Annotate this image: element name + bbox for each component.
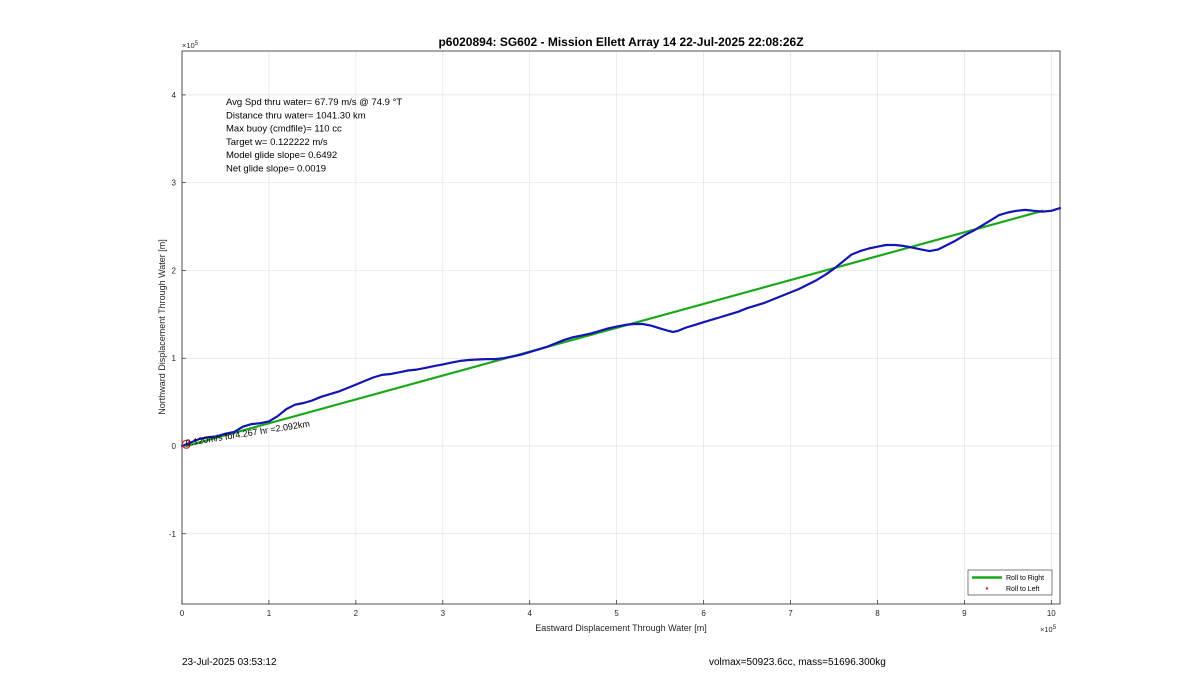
info-line: Max buoy (cmdfile)= 110 cc: [226, 124, 342, 135]
x-tick-label: 8: [875, 609, 880, 618]
x-tick-label: 10: [1047, 609, 1056, 618]
x-tick-label: 5: [614, 609, 619, 618]
x-tick-label: 6: [701, 609, 706, 618]
info-line: Model glide slope= 0.6492: [226, 150, 337, 161]
x-tick-label: 2: [354, 609, 359, 618]
y-tick-label: 2: [172, 266, 177, 275]
series-line-roll-right: [185, 209, 1044, 448]
info-line: Net glide slope= 0.0019: [226, 164, 326, 175]
legend-box: [967, 569, 1053, 596]
info-line: Target w= 0.122222 m/s: [226, 137, 328, 148]
legend-label-left: Roll to Left: [1006, 586, 1040, 593]
info-box: Avg Spd thru water= 67.79 m/s @ 74.9 °T D…: [226, 97, 402, 175]
y-exponent-label: ×105: [182, 41, 199, 50]
plot-frame: [181, 50, 1061, 605]
x-tick-label: 7: [788, 609, 793, 618]
legend-label-right: Roll to Right: [1006, 575, 1044, 582]
legend-swatch-left: [985, 587, 989, 590]
y-tick-label: 4: [172, 91, 177, 100]
y-axis-label: Northward Displacement Through Water [m]: [157, 239, 167, 415]
y-tick-label: 1: [172, 354, 177, 363]
legend: Roll to Right Roll to Left: [967, 569, 1053, 596]
series-line-track: [180, 207, 1062, 448]
info-line: Distance thru water= 1041.30 km: [226, 110, 366, 121]
x-tick-label: 4: [527, 609, 532, 618]
x-exponent-label: ×105: [1040, 625, 1057, 634]
footer-timestamp: 23-Jul-2025 03:53:12: [182, 657, 277, 668]
footer-volmax: volmax=50923.6cc, mass=51696.300kg: [709, 657, 886, 668]
info-line: Avg Spd thru water= 67.79 m/s @ 74.9 °T: [226, 97, 402, 108]
grid: [181, 51, 1060, 604]
y-tick-label: 3: [172, 179, 177, 188]
y-tick-label: -1: [169, 530, 177, 539]
x-tick-label: 3: [441, 609, 446, 618]
x-axis-label: Eastward Displacement Through Water [m]: [535, 623, 707, 633]
x-tick-label: 1: [267, 609, 272, 618]
chart-title: p6020894: SG602 - Mission Ellett Array 1…: [438, 35, 803, 49]
start-marker: [181, 439, 191, 449]
y-tick-label: 0: [172, 442, 177, 451]
x-tick-label: 0: [180, 609, 185, 618]
x-tick-label: 9: [962, 609, 967, 618]
